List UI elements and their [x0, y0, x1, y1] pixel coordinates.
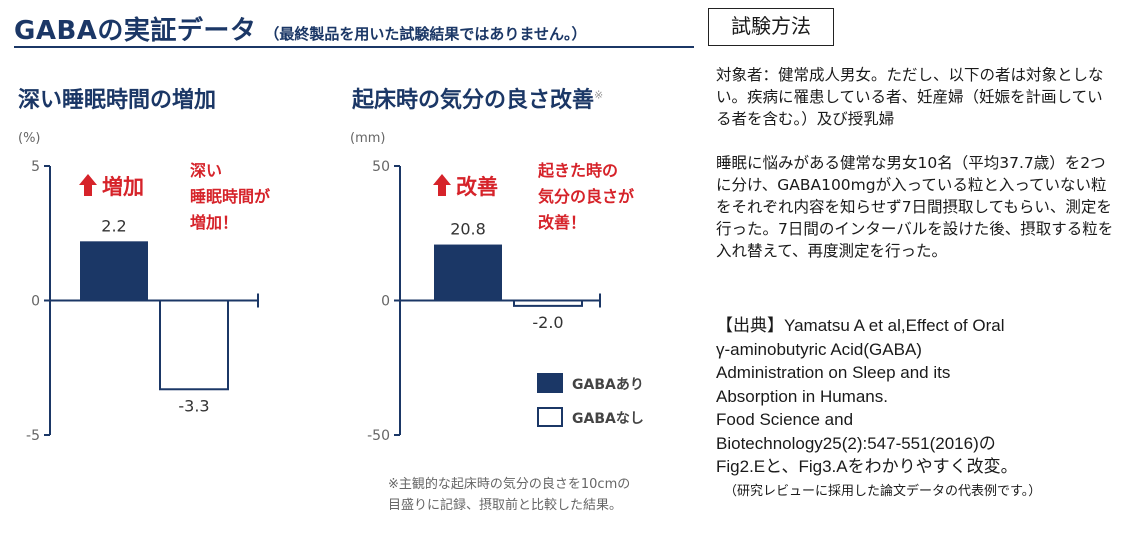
chart1-annotation-line: 増加！ — [190, 213, 238, 232]
chart2-data-label: 20.8 — [450, 220, 486, 239]
source-line: Food Science and — [716, 410, 854, 429]
chart1-bar-with-gaba — [80, 241, 148, 301]
title-underline — [14, 46, 694, 48]
method-procedure: 睡眠に悩みがある健常な男女10名（平均37.7歳）を2つに分け、GABA100m… — [716, 154, 1114, 260]
page-title: GABAの実証データ （最終製品を用いた試験結果ではありません。） — [14, 10, 586, 47]
chart1-data-label: 2.2 — [101, 216, 126, 235]
chart1-tick-label: 0 — [31, 294, 40, 310]
chart2-annotation-line: 気分の良さが — [538, 187, 634, 206]
chart2-unit-label: (mm) — [350, 131, 385, 146]
method-subjects: 対象者：健常成人男女。ただし、以下の者は対象としない。疾病に罹患している者、妊産… — [716, 66, 1104, 128]
chart2-annotation-line: 改善！ — [538, 213, 586, 232]
page-subtitle: （最終製品を用いた試験結果ではありません。） — [264, 25, 587, 43]
chart1-bar-without-gaba — [159, 299, 229, 391]
source-line: Biotechnology25(2):547-551(2016)の — [716, 433, 996, 453]
chart2-legend-swatch — [537, 407, 563, 427]
chart2-tick-label: -50 — [367, 428, 390, 444]
chart2-title-mark: ※ — [594, 88, 604, 102]
chart1-badge-text: 増加 — [102, 175, 144, 199]
footnote-line: 目盛りに記録、摂取前と比較した結果。 — [388, 498, 623, 513]
chart2-legend-swatch — [537, 373, 563, 393]
source-line: 【出典】Yamatsu A et al,Effect of Oral — [716, 316, 1005, 335]
chart1-title: 深い睡眠時間の増加 — [18, 82, 216, 114]
method-heading: 試験方法 — [708, 8, 834, 46]
chart2-badge-text: 改善 — [456, 175, 498, 199]
chart2-title: 起床時の気分の良さ改善※ — [352, 82, 603, 114]
chart2-legend-label: GABAなし — [572, 411, 644, 427]
chart2-tick-label: 0 — [381, 294, 390, 310]
method-source: 【出典】Yamatsu A et al,Effect of Oral γ-ami… — [716, 314, 1116, 502]
chart2-annotation-line: 起きた時の — [537, 161, 618, 180]
chart1-annotation-line: 睡眠時間が — [190, 187, 270, 206]
chart1-tick-label: -5 — [26, 428, 40, 444]
chart2-bar-without-gaba — [513, 299, 583, 307]
source-line: Fig2.Eと、Fig3.Aをわかりやすく改変。 — [716, 457, 1018, 476]
chart1-up-arrow-icon — [79, 174, 97, 196]
chart1-title-text: 深い睡眠時間の増加 — [18, 88, 217, 113]
chart1-unit-label: (%) — [18, 131, 41, 146]
chart2-bar-with-gaba — [434, 244, 502, 301]
chart2-up-arrow-icon — [433, 174, 451, 196]
chart1-data-label: -3.3 — [178, 396, 209, 415]
chart2-title-text: 起床時の気分の良さ改善 — [352, 88, 595, 113]
source-line: γ-aminobutyric Acid(GABA) — [716, 339, 922, 359]
source-note: （研究レビューに採用した論文データの代表例です。） — [724, 482, 1042, 498]
footnote-line: ※主観的な起床時の気分の良さを10cmの — [388, 477, 631, 492]
page-title-text: GABAの実証データ — [14, 16, 257, 46]
source-line: Absorption in Humans. — [716, 386, 888, 406]
chart2-tick-label: 50 — [372, 159, 390, 175]
chart2-data-label: -2.0 — [532, 313, 563, 332]
chart-footnote: ※主観的な起床時の気分の良さを10cmの 目盛りに記録、摂取前と比較した結果。 — [388, 474, 708, 516]
chart1-annotation-line: 深い — [190, 161, 222, 180]
source-line: Administration on Sleep and its — [716, 363, 951, 382]
chart2-legend-label: GABAあり — [572, 377, 644, 393]
chart1-tick-label: 5 — [31, 159, 40, 175]
